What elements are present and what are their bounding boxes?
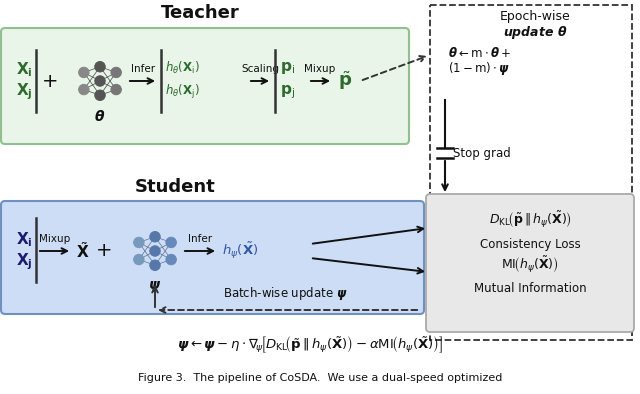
Circle shape xyxy=(150,246,160,256)
Circle shape xyxy=(166,237,177,248)
Text: $\boldsymbol{\theta} \leftarrow \mathrm{m} \cdot \boldsymbol{\theta} +$: $\boldsymbol{\theta} \leftarrow \mathrm{… xyxy=(448,46,511,60)
Text: $h_{\theta}(\mathbf{X}_\mathrm{i})$: $h_{\theta}(\mathbf{X}_\mathrm{i})$ xyxy=(165,60,200,76)
Text: $\boldsymbol{\psi}$: $\boldsymbol{\psi}$ xyxy=(148,279,161,294)
Text: $D_{\mathrm{KL}}\!\left(\tilde{\mathbf{p}}\,\|\,h_{\psi}(\tilde{\mathbf{X}})\rig: $D_{\mathrm{KL}}\!\left(\tilde{\mathbf{p… xyxy=(488,210,572,230)
Text: Epoch-wise: Epoch-wise xyxy=(500,10,570,23)
Circle shape xyxy=(150,232,160,242)
Circle shape xyxy=(79,67,89,78)
Text: +: + xyxy=(96,242,112,260)
Circle shape xyxy=(150,260,160,270)
Text: $\mathbf{X}_\mathbf{i}$: $\mathbf{X}_\mathbf{i}$ xyxy=(16,230,33,249)
Text: $\tilde{\mathbf{p}}$: $\tilde{\mathbf{p}}$ xyxy=(338,70,352,92)
Text: $(1-\mathrm{m}) \cdot \boldsymbol{\psi}$: $(1-\mathrm{m}) \cdot \boldsymbol{\psi}$ xyxy=(448,60,510,77)
Text: $\mathbf{p}_\mathrm{j}$: $\mathbf{p}_\mathrm{j}$ xyxy=(280,83,295,101)
Text: $\boldsymbol{\psi} \leftarrow \boldsymbol{\psi} - \eta \cdot \nabla_{\!\psi}\!\l: $\boldsymbol{\psi} \leftarrow \boldsymbo… xyxy=(177,335,443,355)
Circle shape xyxy=(111,67,122,78)
Text: $\mathbf{X}_\mathbf{j}$: $\mathbf{X}_\mathbf{j}$ xyxy=(16,252,33,272)
Text: Infer: Infer xyxy=(131,64,155,74)
Text: $h_{\theta}(\mathbf{X}_\mathrm{j})$: $h_{\theta}(\mathbf{X}_\mathrm{j})$ xyxy=(165,83,200,101)
Text: $\mathbf{X}_\mathbf{i}$: $\mathbf{X}_\mathbf{i}$ xyxy=(16,61,33,79)
FancyBboxPatch shape xyxy=(1,28,409,144)
Text: +: + xyxy=(42,71,58,91)
Text: Student: Student xyxy=(134,178,216,196)
Circle shape xyxy=(134,254,144,265)
Text: update $\boldsymbol{\theta}$: update $\boldsymbol{\theta}$ xyxy=(503,24,567,41)
Circle shape xyxy=(95,90,105,100)
FancyBboxPatch shape xyxy=(426,194,634,332)
Text: $\mathbf{p}_\mathrm{i}$: $\mathbf{p}_\mathrm{i}$ xyxy=(280,60,295,76)
Text: Consistency Loss: Consistency Loss xyxy=(479,238,580,251)
Circle shape xyxy=(95,76,105,86)
FancyBboxPatch shape xyxy=(1,201,424,314)
Text: Infer: Infer xyxy=(188,234,212,244)
Text: Batch-wise update $\boldsymbol{\psi}$: Batch-wise update $\boldsymbol{\psi}$ xyxy=(223,285,348,302)
Text: $h_{\psi}(\tilde{\mathbf{X}})$: $h_{\psi}(\tilde{\mathbf{X}})$ xyxy=(222,241,259,261)
Text: Stop grad: Stop grad xyxy=(453,147,511,160)
Circle shape xyxy=(166,254,177,265)
Text: Scaling: Scaling xyxy=(241,64,279,74)
Circle shape xyxy=(79,84,89,95)
Circle shape xyxy=(111,84,122,95)
Text: Teacher: Teacher xyxy=(161,4,239,22)
Text: $\boldsymbol{\theta}$: $\boldsymbol{\theta}$ xyxy=(95,109,106,124)
Text: Mixup: Mixup xyxy=(40,234,70,244)
Circle shape xyxy=(95,61,105,72)
Text: Figure 3.  The pipeline of CoSDA.  We use a dual-speed optimized: Figure 3. The pipeline of CoSDA. We use … xyxy=(138,373,502,383)
Text: $\mathrm{MI}\!\left(h_{\psi}(\tilde{\mathbf{X}})\right)$: $\mathrm{MI}\!\left(h_{\psi}(\tilde{\mat… xyxy=(501,255,559,275)
Text: $\tilde{\mathbf{X}}$: $\tilde{\mathbf{X}}$ xyxy=(76,241,90,261)
Bar xyxy=(430,5,632,340)
Text: $\mathbf{X}_\mathbf{j}$: $\mathbf{X}_\mathbf{j}$ xyxy=(16,82,33,102)
Text: Mutual Information: Mutual Information xyxy=(474,281,586,294)
Circle shape xyxy=(134,237,144,248)
Text: Mixup: Mixup xyxy=(305,64,335,74)
